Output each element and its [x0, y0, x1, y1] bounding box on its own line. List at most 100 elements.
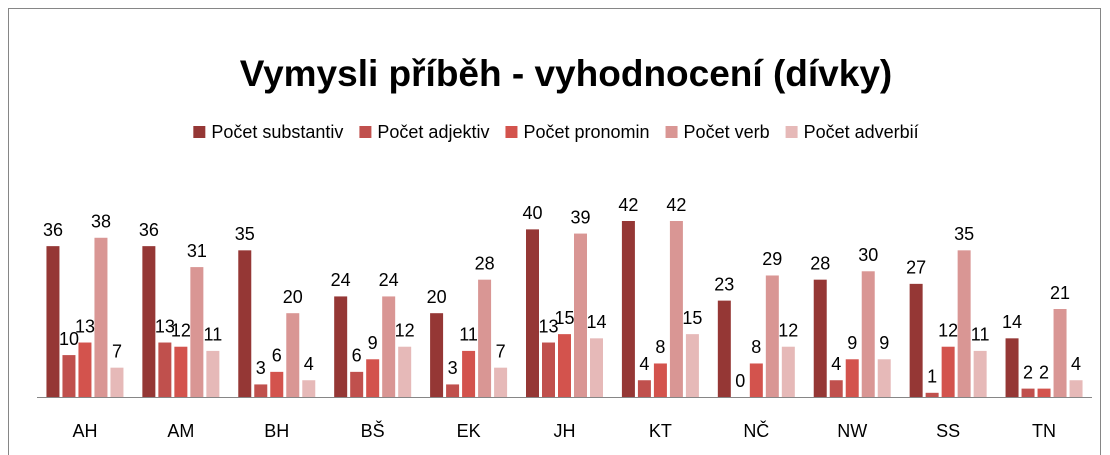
bar	[110, 367, 124, 397]
bar	[558, 334, 571, 397]
data-label: 40	[522, 203, 542, 223]
data-label: 24	[331, 270, 351, 290]
bar	[46, 246, 60, 397]
bar	[621, 221, 635, 397]
bar	[334, 296, 348, 397]
data-label: 2	[1023, 362, 1033, 382]
data-label: 6	[352, 346, 362, 366]
bar	[494, 367, 508, 397]
data-label: 11	[459, 325, 478, 345]
bar	[254, 384, 268, 397]
bar	[526, 229, 539, 397]
bar	[781, 346, 795, 397]
bar	[462, 350, 476, 397]
bar	[861, 271, 875, 397]
data-label: 39	[570, 207, 590, 227]
bar	[398, 346, 412, 397]
bar	[1037, 388, 1051, 397]
data-label: 4	[831, 354, 841, 374]
bar	[430, 313, 444, 397]
chart-title: Vymysli příběh - vyhodnocení (dívky)	[240, 53, 892, 94]
bar	[669, 221, 683, 397]
bar	[206, 350, 220, 397]
data-label: 15	[682, 308, 702, 328]
bar	[94, 237, 108, 397]
legend-label: Počet substantiv	[211, 122, 343, 142]
data-label: 31	[187, 241, 207, 261]
data-label: 13	[155, 316, 175, 336]
data-label: 21	[1050, 283, 1070, 303]
x-tick-label: EK	[457, 421, 481, 441]
legend-swatch	[359, 126, 372, 138]
data-label: 28	[810, 253, 830, 273]
data-label: 14	[586, 312, 606, 332]
data-label: 10	[59, 329, 79, 349]
data-label: 12	[778, 320, 798, 340]
bar	[1069, 380, 1083, 397]
x-tick-label: NČ	[743, 420, 769, 441]
data-label: 27	[906, 258, 926, 278]
data-label: 11	[971, 325, 990, 345]
legend-swatch	[193, 126, 206, 138]
bar	[717, 300, 731, 397]
bar	[350, 371, 364, 397]
bar	[765, 275, 779, 397]
bar	[637, 380, 651, 397]
data-label: 8	[655, 337, 665, 357]
data-label: 9	[368, 333, 378, 353]
data-label: 7	[496, 341, 506, 361]
data-label: 12	[938, 320, 958, 340]
data-label: 13	[538, 316, 558, 336]
x-tick-label: AH	[72, 421, 97, 441]
data-label: 12	[395, 320, 415, 340]
data-label: 29	[762, 249, 782, 269]
bar	[909, 283, 923, 397]
bar	[574, 233, 587, 397]
x-tick-label: SS	[936, 421, 960, 441]
bar	[174, 346, 188, 397]
data-label: 36	[43, 220, 63, 240]
data-label: 28	[475, 253, 495, 273]
data-label: 13	[75, 316, 95, 336]
data-label: 6	[272, 346, 282, 366]
data-label: 30	[858, 245, 878, 265]
bar	[446, 384, 460, 397]
x-tick-label: JH	[554, 421, 576, 441]
bar	[190, 267, 204, 397]
data-label: 7	[112, 341, 122, 361]
data-label: 11	[204, 325, 223, 345]
data-label: 23	[714, 274, 734, 294]
x-tick-label: BŠ	[361, 420, 385, 441]
data-label: 35	[954, 224, 974, 244]
bar	[941, 346, 955, 397]
legend-swatch	[505, 126, 518, 138]
legend-label: Počet pronomin	[523, 122, 649, 142]
bar	[366, 359, 380, 397]
bar	[1005, 338, 1019, 397]
bar	[1021, 388, 1035, 397]
legend-label: Počet adverbií	[804, 122, 919, 142]
bar	[653, 363, 667, 397]
data-label: 38	[91, 212, 111, 232]
data-label: 9	[879, 333, 889, 353]
data-label: 3	[256, 358, 266, 378]
bar	[542, 342, 555, 397]
data-label: 42	[618, 195, 638, 215]
bar	[749, 363, 763, 397]
data-label: 12	[171, 320, 191, 340]
data-label: 4	[304, 354, 314, 374]
bar	[925, 392, 939, 397]
data-label: 36	[139, 220, 159, 240]
data-label: 9	[847, 333, 857, 353]
bar	[286, 313, 300, 397]
bar	[270, 371, 284, 397]
bar	[813, 279, 827, 397]
bar	[478, 279, 492, 397]
data-label: 24	[379, 270, 399, 290]
data-label: 14	[1002, 312, 1022, 332]
legend-label: Počet verb	[684, 122, 770, 142]
data-label: 42	[666, 195, 686, 215]
bar	[973, 350, 987, 397]
bar	[1053, 309, 1067, 397]
